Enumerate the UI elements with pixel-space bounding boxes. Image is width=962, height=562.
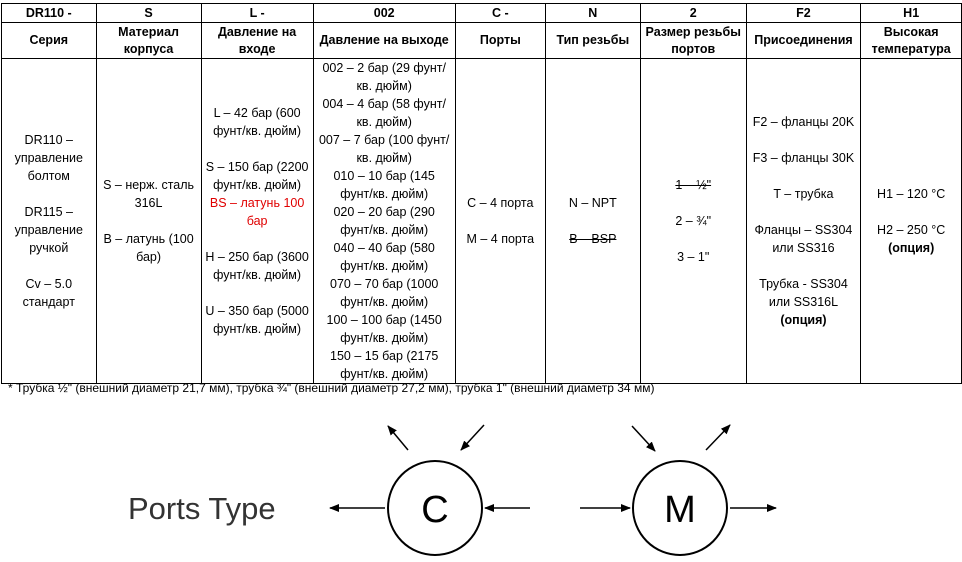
arrow-in-icon: [631, 425, 656, 452]
code-cell: S: [95, 3, 202, 23]
header-cell: Давление на входе: [200, 22, 314, 59]
outlet-option: 100 – 100 бар (1450 фунт/кв. дюйм): [326, 313, 442, 345]
inlet-option: U – 350 бар (5000 фунт/кв. дюйм): [205, 304, 309, 336]
outlet-option: 150 – 15 бар (2175 фунт/кв. дюйм): [330, 349, 439, 381]
connection-option: F3 – фланцы 30K: [752, 151, 855, 165]
optional-label: (опция): [780, 313, 827, 327]
material-cell: S – нерж. сталь 316L B – латунь (100 бар…: [95, 58, 202, 384]
size-option-struck: 1 – ½": [675, 178, 712, 192]
header-cell: Размер резьбы портов: [639, 22, 747, 59]
ports-cell: C – 4 порта M – 4 порта: [454, 58, 546, 384]
ports-type-title: Ports Type: [128, 491, 276, 526]
code-cell: N: [544, 3, 641, 23]
inlet-option-brass: BS – латунь 100 бар: [209, 196, 305, 228]
port-c-label: C: [421, 489, 448, 531]
arrow-out-icon: [705, 424, 731, 451]
outlet-option: 010 – 10 бар (145 фунт/кв. дюйм): [333, 169, 435, 201]
size-option: 3 – 1": [677, 250, 710, 264]
size-option: 2 – ¾": [675, 214, 712, 228]
series-option: Cv – 5.0 стандарт: [22, 277, 75, 309]
series-option: DR110 – управление болтом: [14, 133, 83, 183]
code-cell: F2: [745, 3, 862, 23]
outlet-option: 007 – 7 бар (100 фунт/кв. дюйм): [318, 133, 450, 165]
outlet-option: 070 – 70 бар (1000 фунт/кв. дюйм): [330, 277, 439, 309]
material-option: B – латунь (100 бар): [103, 232, 194, 264]
inlet-option: H – 250 бар (3600 фунт/кв. дюйм): [205, 250, 309, 282]
series-option: DR115 – управление ручкой: [14, 205, 83, 255]
arrow-out-icon: [387, 425, 409, 451]
size-cell: 1 – ½" 2 – ¾" 3 – 1": [639, 58, 747, 384]
code-cell: C -: [454, 3, 546, 23]
header-cell: Высокая температура: [860, 22, 962, 59]
connection-option: F2 – фланцы 20K: [752, 115, 855, 129]
connection-option: Трубка - SS304 или SS316L: [759, 277, 848, 309]
outlet-option: 020 – 20 бар (290 фунт/кв. дюйм): [333, 205, 435, 237]
series-cell: DR110 – управление болтом DR115 – управл…: [1, 58, 97, 384]
header-row: Серия Материал корпуса Давление на входе…: [1, 22, 962, 59]
thread-option: N – NPT: [568, 196, 617, 210]
outlet-option: 040 – 40 бар (580 фунт/кв. дюйм): [333, 241, 435, 273]
header-cell: Материал корпуса: [95, 22, 202, 59]
code-cell: 2: [639, 3, 747, 23]
connection-option: T – трубка: [773, 187, 834, 201]
port-m-symbol: M: [580, 424, 777, 556]
header-cell: Присоединения: [745, 22, 862, 59]
temp-option: H1 – 120 °C: [877, 187, 946, 201]
ports-option: C – 4 порта: [467, 196, 534, 210]
code-cell: DR110 -: [1, 3, 97, 23]
ports-type-diagram: Ports Type C M: [128, 424, 777, 556]
connection-option: Фланцы – SS304 или SS316: [754, 223, 853, 255]
thread-option-struck: B – BSP: [569, 232, 617, 246]
port-c-symbol: C: [329, 424, 530, 556]
options-row: DR110 – управление болтом DR115 – управл…: [1, 58, 962, 384]
header-cell: Тип резьбы: [544, 22, 641, 59]
inlet-cell: L – 42 бар (600 фунт/кв. дюйм) S – 150 б…: [200, 58, 314, 384]
connections-cell: F2 – фланцы 20K F3 – фланцы 30K T – труб…: [745, 58, 862, 384]
code-cell: H1: [860, 3, 962, 23]
code-cell: 002: [312, 3, 456, 23]
inlet-option: L – 42 бар (600 фунт/кв. дюйм): [213, 106, 302, 138]
header-cell: Серия: [1, 22, 97, 59]
outlet-option: 004 – 4 бар (58 фунт/кв. дюйм): [322, 97, 446, 129]
temp-cell: H1 – 120 °C H2 – 250 °C (опция): [860, 58, 962, 384]
outlet-cell: 002 – 2 бар (29 фунт/кв. дюйм) 004 – 4 б…: [312, 58, 456, 384]
material-option: S – нерж. сталь 316L: [103, 178, 195, 210]
header-cell: Давление на выходе: [312, 22, 456, 59]
thread-cell: N – NPT B – BSP: [544, 58, 641, 384]
code-row: DR110 - S L - 002 C - N 2 F2 H1: [1, 3, 962, 23]
footnote: * Трубка ½" (внешний диаметр 21,7 мм), т…: [8, 381, 655, 395]
arrow-in-icon: [460, 424, 485, 451]
inlet-option: S – 150 бар (2200 фунт/кв. дюйм): [205, 160, 309, 192]
ordering-code-table: DR110 - S L - 002 C - N 2 F2 H1 Серия Ма…: [1, 3, 962, 384]
temp-option: H2 – 250 °C: [877, 223, 946, 237]
optional-label: (опция): [888, 241, 935, 255]
port-m-label: M: [664, 489, 696, 531]
outlet-option: 002 – 2 бар (29 фунт/кв. дюйм): [322, 61, 446, 93]
ports-option: M – 4 порта: [466, 232, 535, 246]
header-cell: Порты: [454, 22, 546, 59]
code-cell: L -: [200, 3, 314, 23]
